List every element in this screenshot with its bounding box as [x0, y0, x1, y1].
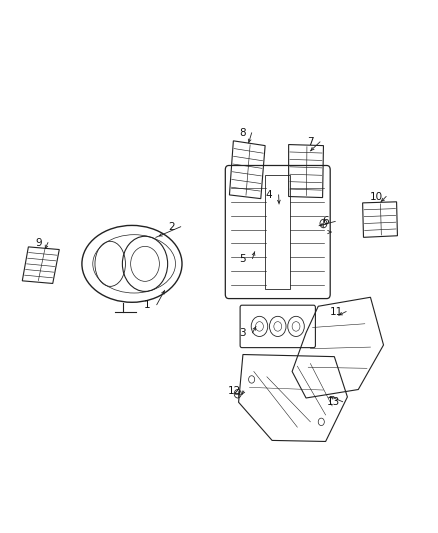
Text: 2: 2 — [168, 222, 174, 232]
Text: 8: 8 — [239, 128, 245, 138]
Text: 6: 6 — [322, 216, 329, 227]
Text: 9: 9 — [35, 238, 42, 248]
Text: 5: 5 — [240, 254, 246, 263]
Text: 11: 11 — [330, 306, 343, 317]
Text: 12: 12 — [228, 386, 241, 396]
Text: 7: 7 — [307, 137, 314, 147]
Text: 13: 13 — [326, 397, 339, 407]
Text: 10: 10 — [370, 191, 383, 201]
Text: 4: 4 — [266, 190, 272, 200]
Text: 1: 1 — [144, 300, 151, 310]
Text: 3: 3 — [240, 328, 246, 338]
